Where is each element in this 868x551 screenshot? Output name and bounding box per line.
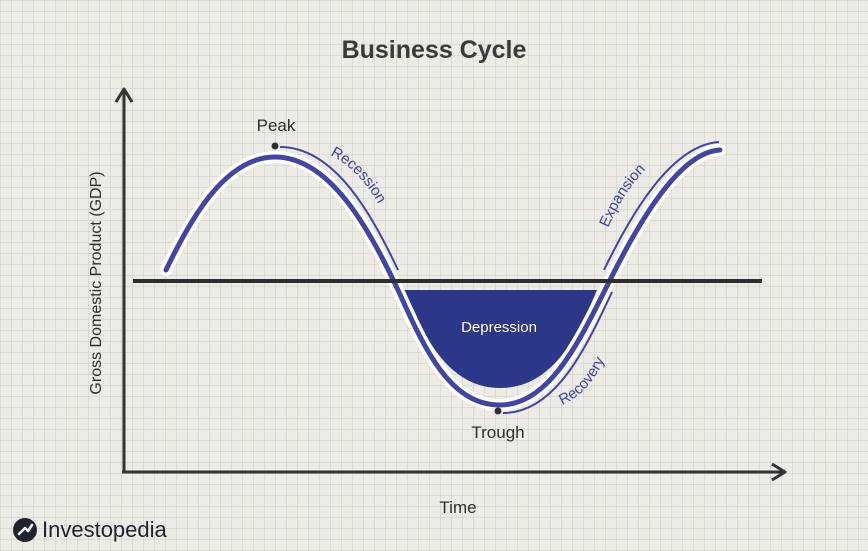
recovery-accent-line bbox=[502, 291, 613, 414]
business-cycle-curve-outline bbox=[160, 144, 726, 412]
x-axis bbox=[122, 462, 787, 482]
trough-marker bbox=[494, 407, 502, 415]
diagram-title: Business Cycle bbox=[341, 36, 527, 64]
trough-label: Trough bbox=[471, 423, 524, 442]
x-axis-label: Time bbox=[439, 498, 476, 517]
y-axis-label: Gross Domestic Product (GDP) bbox=[88, 171, 105, 394]
business-cycle-curve bbox=[163, 147, 723, 408]
depression-label: Depression bbox=[461, 319, 537, 336]
expansion-accent-line bbox=[603, 141, 720, 271]
brand-name: Investopedia bbox=[42, 517, 167, 542]
peak-label: Peak bbox=[257, 116, 296, 135]
recession-accent-line bbox=[279, 146, 399, 271]
y-axis bbox=[114, 87, 134, 472]
depression-area bbox=[404, 290, 597, 388]
investopedia-logo: Investopedia bbox=[12, 515, 167, 545]
investopedia-logo-icon bbox=[13, 518, 37, 542]
peak-marker bbox=[271, 142, 279, 150]
